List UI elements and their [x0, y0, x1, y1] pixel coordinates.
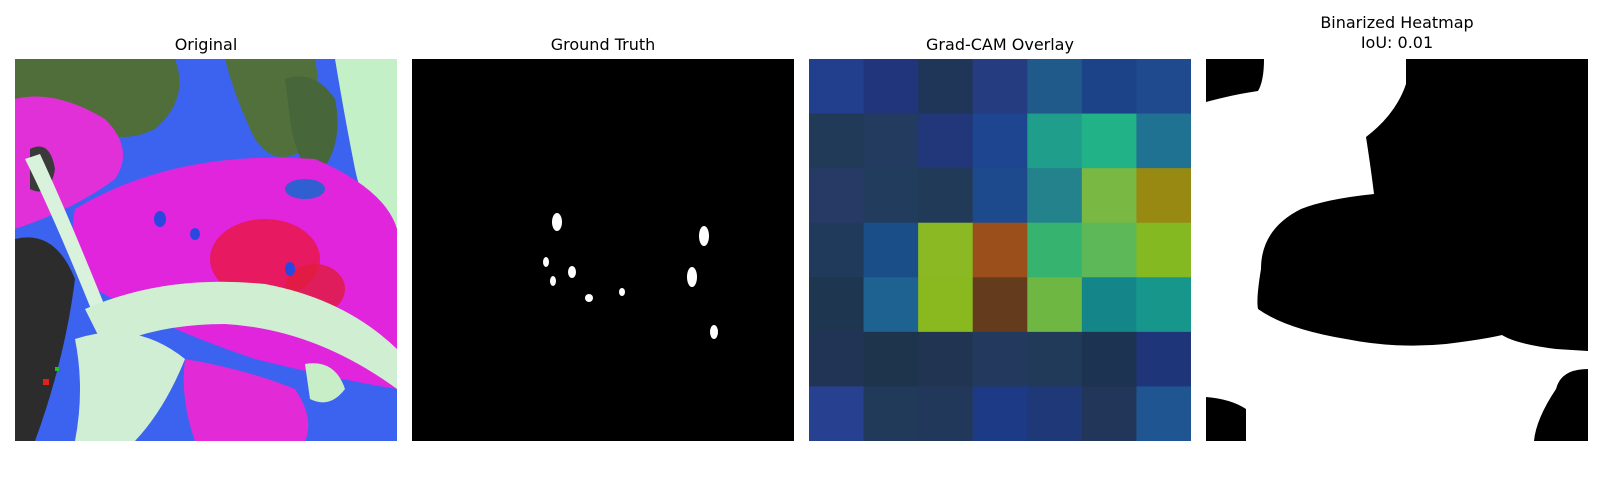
original-title: Original: [15, 35, 397, 55]
binarized-heatmap-title: Binarized Heatmap IoU: 0.01: [1206, 13, 1588, 53]
gradcam-cell: [1027, 59, 1082, 114]
gradcam-cell: [864, 332, 919, 387]
gradcam-cell: [1136, 59, 1191, 114]
gradcam-cell: [918, 223, 973, 278]
mask-icon: [412, 59, 794, 441]
ground-truth-mask: [412, 59, 794, 441]
gradcam-cell: [1082, 386, 1137, 441]
gradcam-cell: [809, 114, 864, 169]
gradcam-cell: [1027, 332, 1082, 387]
gradcam-cell: [973, 332, 1028, 387]
gradcam-cell: [809, 277, 864, 332]
gradcam-cell: [809, 223, 864, 278]
gradcam-cell: [1136, 114, 1191, 169]
gradcam-cell: [864, 223, 919, 278]
gradcam-cell: [918, 332, 973, 387]
gradcam-cell: [809, 386, 864, 441]
gradcam-cell: [918, 386, 973, 441]
gradcam-cell: [918, 59, 973, 114]
binarized-heatmap-title-line: Binarized Heatmap: [1206, 13, 1588, 33]
gradcam-grid: [809, 59, 1191, 441]
gradcam-cell: [1136, 332, 1191, 387]
gradcam-cell: [1027, 386, 1082, 441]
gradcam-cell: [864, 59, 919, 114]
gradcam-cell: [1136, 168, 1191, 223]
gradcam-cell: [1082, 114, 1137, 169]
gradcam-cell: [1027, 277, 1082, 332]
gradcam-cell: [973, 277, 1028, 332]
gradcam-cell: [973, 223, 1028, 278]
binary-mask-icon: [1206, 59, 1588, 441]
gradcam-overlay-title: Grad-CAM Overlay: [809, 35, 1191, 55]
gradcam-overlay: [809, 59, 1191, 441]
gradcam-cell: [973, 168, 1028, 223]
iou-subtitle: IoU: 0.01: [1206, 33, 1588, 53]
gradcam-cell: [1082, 332, 1137, 387]
gradcam-cell: [1027, 168, 1082, 223]
gradcam-cell: [973, 59, 1028, 114]
gradcam-cell: [918, 168, 973, 223]
gradcam-cell: [918, 114, 973, 169]
gradcam-cell: [809, 59, 864, 114]
gradcam-cell: [864, 277, 919, 332]
gradcam-cell: [864, 168, 919, 223]
original-image: [15, 59, 397, 441]
gradcam-cell: [918, 277, 973, 332]
gradcam-cell: [809, 168, 864, 223]
gradcam-cell: [864, 114, 919, 169]
gradcam-cell: [1136, 223, 1191, 278]
gradcam-cell: [1082, 223, 1137, 278]
gradcam-cell: [1082, 277, 1137, 332]
gradcam-cell: [1027, 223, 1082, 278]
gradcam-cell: [1136, 386, 1191, 441]
gradcam-cell: [973, 386, 1028, 441]
gradcam-cell: [1082, 168, 1137, 223]
gradcam-cell: [809, 332, 864, 387]
ground-truth-title: Ground Truth: [412, 35, 794, 55]
gradcam-cell: [864, 386, 919, 441]
flower-photo-icon: [15, 59, 397, 441]
gradcam-cell: [1082, 59, 1137, 114]
gradcam-cell: [1027, 114, 1082, 169]
gradcam-cell: [973, 114, 1028, 169]
gradcam-cell: [1136, 277, 1191, 332]
binarized-heatmap: [1206, 59, 1588, 441]
